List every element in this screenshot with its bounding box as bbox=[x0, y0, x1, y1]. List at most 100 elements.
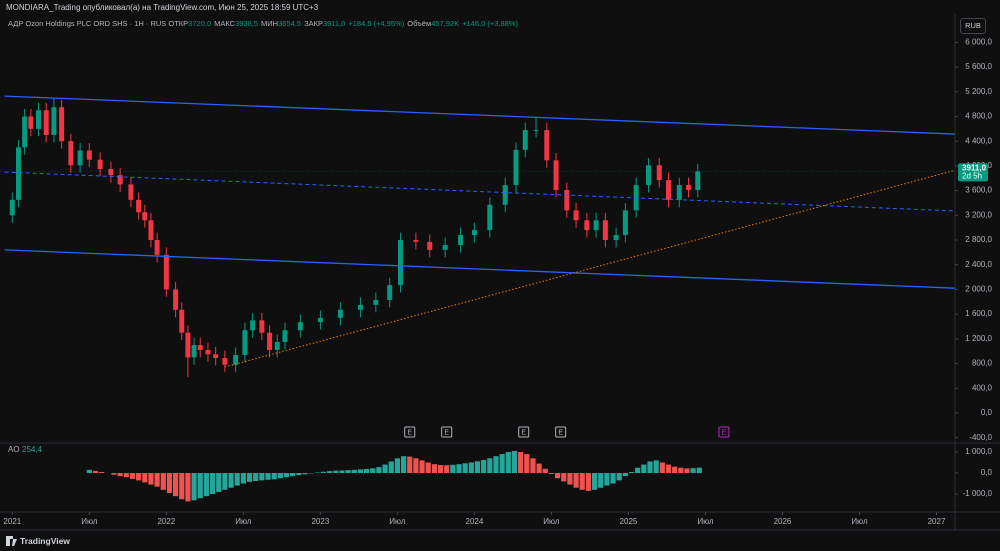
ao-bar bbox=[259, 473, 265, 481]
event-marker bbox=[555, 426, 567, 438]
ao-bar bbox=[265, 473, 271, 480]
ao-bar bbox=[591, 473, 598, 490]
y-tick-label: 2 800,0 bbox=[965, 235, 992, 244]
ao-bar bbox=[357, 469, 364, 474]
ao-bar bbox=[320, 471, 327, 474]
x-tick-label: Июл bbox=[851, 517, 868, 526]
y-tick-label: -1 000,0 bbox=[963, 489, 993, 498]
candle-body bbox=[544, 130, 550, 161]
event-label: E bbox=[444, 429, 449, 436]
candle-body bbox=[564, 189, 570, 211]
candle-body bbox=[51, 107, 57, 136]
ao-bar bbox=[117, 473, 123, 477]
candle-body bbox=[36, 110, 42, 129]
candle-body bbox=[513, 149, 519, 186]
y-tick-label: 5 600,0 bbox=[965, 62, 992, 71]
ao-bar bbox=[536, 463, 542, 474]
candle-body bbox=[357, 304, 363, 310]
legend-value: 3720,0 bbox=[188, 19, 212, 28]
ao-bar bbox=[203, 473, 210, 497]
ao-bar bbox=[413, 458, 419, 474]
ao-bar bbox=[86, 469, 92, 474]
candle-body bbox=[222, 357, 228, 365]
candle-body bbox=[142, 212, 148, 221]
y-tick-label: 4 800,0 bbox=[965, 112, 992, 121]
y-tick-label: 2 000,0 bbox=[965, 285, 992, 294]
ao-bar bbox=[456, 464, 462, 474]
legend-label: МАКС bbox=[214, 19, 236, 28]
candle-body bbox=[602, 220, 608, 241]
symbol: АДР Ozon Holdings PLC ORD SHS · 1H · RUS bbox=[8, 19, 167, 28]
ao-bar bbox=[339, 470, 345, 474]
ao-value: 254,4 bbox=[22, 445, 43, 454]
legend-value: 3911,0 bbox=[322, 19, 346, 28]
ao-bar bbox=[370, 468, 376, 474]
candle-body bbox=[458, 235, 464, 245]
y-tick-label: 3 600,0 bbox=[965, 186, 992, 195]
candle-body bbox=[666, 180, 671, 200]
ao-bar bbox=[327, 471, 333, 474]
ao-bar bbox=[530, 458, 536, 474]
ao-bar bbox=[290, 473, 296, 477]
ao-bar bbox=[166, 473, 173, 493]
candle-body bbox=[136, 199, 142, 213]
ao-bar bbox=[665, 464, 672, 474]
ao-bar bbox=[444, 465, 450, 474]
ao-bar bbox=[136, 473, 142, 481]
legend-label: Объём bbox=[407, 19, 432, 28]
ao-bar bbox=[394, 458, 401, 474]
price-label: 3911,0 bbox=[962, 163, 987, 172]
ao-bar bbox=[431, 464, 437, 474]
ao-bar bbox=[505, 451, 511, 474]
candle-body bbox=[695, 171, 701, 190]
currency-button[interactable]: RUB bbox=[960, 18, 986, 34]
price-badge bbox=[958, 163, 988, 182]
y-tick-label: 0,0 bbox=[981, 408, 993, 417]
ao-bar bbox=[474, 461, 481, 474]
x-tick-label: Июл bbox=[235, 517, 252, 526]
ao-bar bbox=[142, 473, 148, 483]
candle-body bbox=[205, 349, 211, 355]
y-tick-label: 1 000,0 bbox=[965, 447, 992, 456]
ao-title: AO bbox=[8, 445, 20, 454]
ao-bar bbox=[511, 450, 518, 474]
ao-bar bbox=[567, 473, 573, 485]
ao-bar bbox=[228, 473, 234, 488]
y-tick-label: 6 000,0 bbox=[965, 37, 992, 46]
event-label: E bbox=[407, 429, 412, 436]
candle-body bbox=[259, 320, 265, 333]
candle-body bbox=[191, 345, 197, 358]
ao-bar bbox=[419, 460, 425, 474]
y-tick-label: 2 400,0 bbox=[965, 260, 992, 269]
candle-body bbox=[282, 330, 288, 342]
y-tick-label: 0,0 bbox=[981, 468, 993, 477]
candle-body bbox=[108, 168, 114, 176]
ao-bar bbox=[524, 454, 530, 474]
candle-body bbox=[267, 332, 273, 350]
candle-body bbox=[502, 185, 508, 205]
candle-body bbox=[373, 299, 379, 305]
ao-bar bbox=[518, 451, 524, 474]
ao-bar bbox=[129, 473, 136, 479]
legend-value: 3938,5 bbox=[235, 19, 259, 28]
event-marker bbox=[718, 426, 730, 438]
publisher: MONDIARA_Trading опубликовал(а) на Tradi… bbox=[6, 3, 319, 12]
ao-bar bbox=[123, 473, 129, 478]
ao-bar bbox=[499, 454, 505, 474]
candle-body bbox=[9, 199, 15, 216]
ao-bar bbox=[622, 473, 628, 477]
logo bbox=[6, 536, 17, 546]
y-tick-label: 1 600,0 bbox=[965, 309, 992, 318]
candle-body bbox=[148, 220, 154, 241]
candle-body bbox=[86, 150, 92, 160]
candle-body bbox=[242, 330, 248, 355]
ao-bar bbox=[487, 458, 493, 474]
countdown: 2d 5h bbox=[962, 171, 982, 180]
candle-body bbox=[427, 241, 433, 250]
candle-body bbox=[613, 235, 619, 241]
candle-body bbox=[645, 165, 651, 186]
x-tick-label: Июл bbox=[81, 517, 98, 526]
ao-bar bbox=[672, 466, 678, 474]
ao-bar bbox=[216, 473, 222, 492]
